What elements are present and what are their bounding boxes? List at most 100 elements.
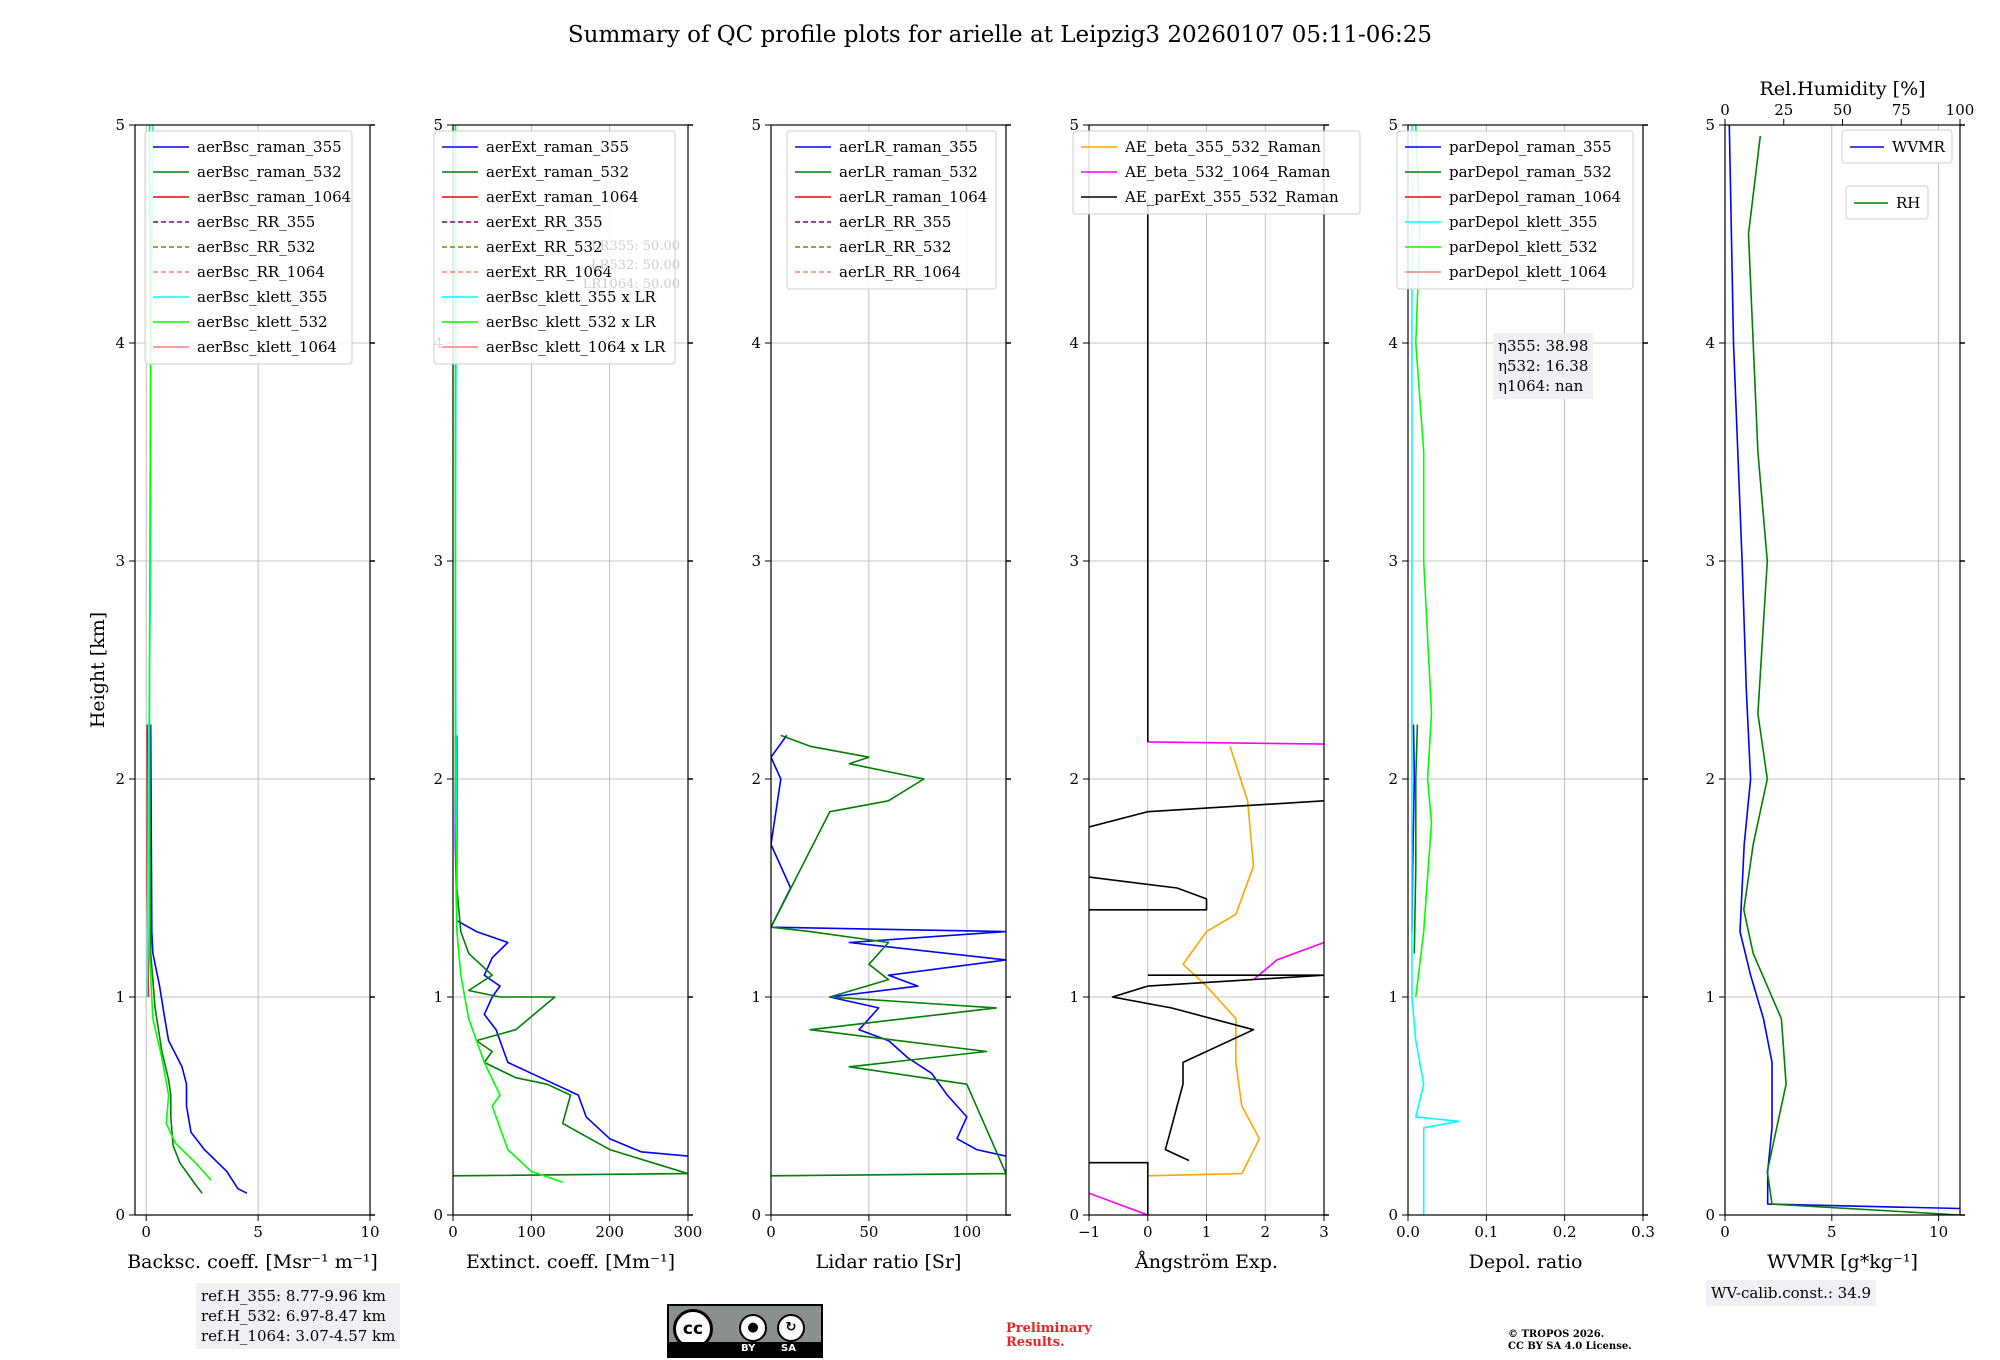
y-tick-label: 1 bbox=[751, 988, 761, 1006]
series-line-aerBsc_klett_532 bbox=[148, 125, 212, 1181]
legend-label: AE_beta_355_532_Raman bbox=[1124, 138, 1321, 156]
legend-label: aerLR_raman_355 bbox=[839, 138, 978, 156]
wv-calibration-box: WV-calib.const.: 34.9 bbox=[1706, 1280, 1877, 1306]
series-line-AE_beta_532_1064_Raman bbox=[1252, 941, 1324, 981]
x-tick-label: 0.1 bbox=[1474, 1223, 1498, 1241]
legend-box bbox=[1841, 129, 1953, 164]
series-group bbox=[1728, 125, 1960, 1215]
x-tick-label: 5 bbox=[1827, 1223, 1837, 1241]
cc-sa-label: SA bbox=[781, 1343, 796, 1354]
y-tick-label: 5 bbox=[115, 116, 125, 134]
y-tick-label: 3 bbox=[433, 552, 443, 570]
preliminary-note: Preliminary Results. bbox=[1006, 1321, 1092, 1350]
series-line-AE_parExt_355_532_Raman bbox=[1089, 800, 1324, 828]
y-tick-label: 4 bbox=[1388, 334, 1398, 352]
legend-label: AE_beta_532_1064_Raman bbox=[1124, 163, 1331, 181]
x-axis-label: Ångström Exp. bbox=[1134, 1251, 1278, 1273]
legend-label: parDepol_klett_1064 bbox=[1449, 263, 1607, 281]
series-line-parDepol_raman_532 bbox=[1413, 724, 1419, 954]
series-group bbox=[771, 734, 1006, 1177]
legend-label: aerBsc_raman_1064 bbox=[197, 188, 351, 206]
series-line-AE_beta_532_1064_Raman bbox=[1089, 1192, 1149, 1215]
x-tick-label: 200 bbox=[595, 1223, 624, 1241]
legend-label: aerLR_RR_532 bbox=[839, 238, 951, 256]
copyright-line-1: © TROPOS 2026. bbox=[1508, 1329, 1605, 1340]
y-tick-label: 5 bbox=[751, 116, 761, 134]
legend-label: aerBsc_RR_1064 bbox=[197, 263, 325, 281]
legend-label: aerLR_raman_532 bbox=[839, 163, 978, 181]
x-tick-label: 3 bbox=[1319, 1223, 1329, 1241]
legend-label: aerLR_raman_1064 bbox=[839, 188, 987, 206]
x2-tick-label: 100 bbox=[1946, 101, 1975, 119]
x2-axis-label: Rel.Humidity [%] bbox=[1759, 78, 1925, 100]
y-axis-label: Height [km] bbox=[87, 612, 109, 728]
y-tick-label: 2 bbox=[433, 770, 443, 788]
legend-label: aerExt_RR_1064 bbox=[486, 263, 612, 281]
y-tick-label: 1 bbox=[1069, 988, 1079, 1006]
y-tick-label: 4 bbox=[115, 334, 125, 352]
legend-label: WVMR bbox=[1892, 138, 1946, 156]
x-axis-label: Depol. ratio bbox=[1469, 1251, 1583, 1273]
legend-label: aerExt_raman_355 bbox=[486, 138, 629, 156]
series-line-aerLR_raman_355 bbox=[771, 734, 1006, 1157]
legend-box bbox=[1396, 130, 1634, 290]
y-tick-label: 2 bbox=[1069, 770, 1079, 788]
y-tick-label: 2 bbox=[751, 770, 761, 788]
y-tick-label: 0 bbox=[1069, 1206, 1079, 1224]
series-line-aerBsc_klett_532 x LR bbox=[454, 125, 563, 1184]
y-tick-label: 0 bbox=[115, 1206, 125, 1224]
y-tick-label: 1 bbox=[1388, 988, 1398, 1006]
y-tick-label: 2 bbox=[115, 770, 125, 788]
y-tick-label: 5 bbox=[1705, 116, 1715, 134]
x-axis-label: WVMR [g*kg⁻¹] bbox=[1767, 1251, 1918, 1273]
series-line-aerBsc_raman_532 bbox=[148, 724, 203, 1194]
y-tick-label: 3 bbox=[751, 552, 761, 570]
x-axis-label: Lidar ratio [Sr] bbox=[816, 1251, 962, 1273]
legend-label: aerBsc_RR_355 bbox=[197, 213, 315, 231]
y-tick-label: 4 bbox=[751, 334, 761, 352]
legend: parDepol_raman_355 parDepol_raman_532 parD… bbox=[1396, 130, 1634, 290]
x-tick-label: 0 bbox=[141, 1223, 151, 1241]
series-line-aerExt_raman_355 bbox=[454, 735, 688, 1157]
copyright-line-2: CC BY SA 4.0 License. bbox=[1508, 1341, 1632, 1352]
cc-strip: BY SA bbox=[669, 1342, 821, 1356]
legend: aerExt_raman_355 aerExt_raman_532 aerExt_r… bbox=[433, 130, 676, 365]
x-tick-label: 5 bbox=[253, 1223, 263, 1241]
legend-label: aerExt_RR_355 bbox=[486, 213, 603, 231]
y-tick-label: 3 bbox=[1069, 552, 1079, 570]
x-tick-label: 2 bbox=[1260, 1223, 1270, 1241]
legend-label: parDepol_raman_532 bbox=[1449, 163, 1612, 181]
x-tick-label: 0.0 bbox=[1396, 1223, 1420, 1241]
series-line-AE_beta_355_532_Raman bbox=[1147, 746, 1261, 1177]
series-line-WVMR bbox=[1728, 125, 1960, 1210]
axes-frame bbox=[452, 124, 689, 1216]
series-line-AE_parExt_355_532_Raman bbox=[1089, 1161, 1149, 1215]
legend-box bbox=[1072, 130, 1361, 215]
cc-license-badge: cc ● ↻ BY SA bbox=[667, 1304, 823, 1358]
page-title: Summary of QC profile plots for arielle … bbox=[567, 22, 1433, 48]
x2-tick-label: 50 bbox=[1833, 101, 1852, 119]
x2-tick-label: 75 bbox=[1892, 101, 1911, 119]
series-line-parDepol_klett_355 bbox=[1411, 125, 1460, 1215]
panel-1: 0 5 10 0 1 2 3 4 5 Backsc. coeff. [Msr⁻¹ m⁻¹] Heig… bbox=[87, 116, 380, 1273]
series-group bbox=[1411, 125, 1460, 1215]
eta-1064-text: η1064: nan bbox=[1498, 377, 1584, 395]
series-line-AE_parExt_355_532_Raman bbox=[1111, 974, 1324, 1162]
legend-label: aerBsc_raman_532 bbox=[197, 163, 342, 181]
legend-label: aerLR_RR_1064 bbox=[839, 263, 961, 281]
y-tick-label: 0 bbox=[433, 1206, 443, 1224]
legend-label: parDepol_klett_355 bbox=[1449, 213, 1598, 231]
lidar-ratio-label: LR355: 50.00 bbox=[591, 239, 680, 254]
legend-label: aerExt_raman_1064 bbox=[486, 188, 639, 206]
refh-355-text: ref.H_355: 8.77-9.96 km bbox=[201, 1287, 386, 1305]
y-tick-label: 0 bbox=[751, 1206, 761, 1224]
panel-5: 0.0 0.1 0.2 0.3 0 1 2 3 4 5 Depol. ratio parDepol_r… bbox=[1388, 116, 1654, 1273]
share-alike-icon: ↻ bbox=[777, 1314, 805, 1342]
legend: aerBsc_raman_355 aerBsc_raman_532 aerBsc_r… bbox=[144, 130, 353, 365]
series-line-aerExt_raman_532 bbox=[453, 735, 688, 1177]
series-line-AE_beta_532_1064_Raman bbox=[1147, 741, 1324, 745]
legend-label: aerBsc_RR_532 bbox=[197, 238, 315, 256]
